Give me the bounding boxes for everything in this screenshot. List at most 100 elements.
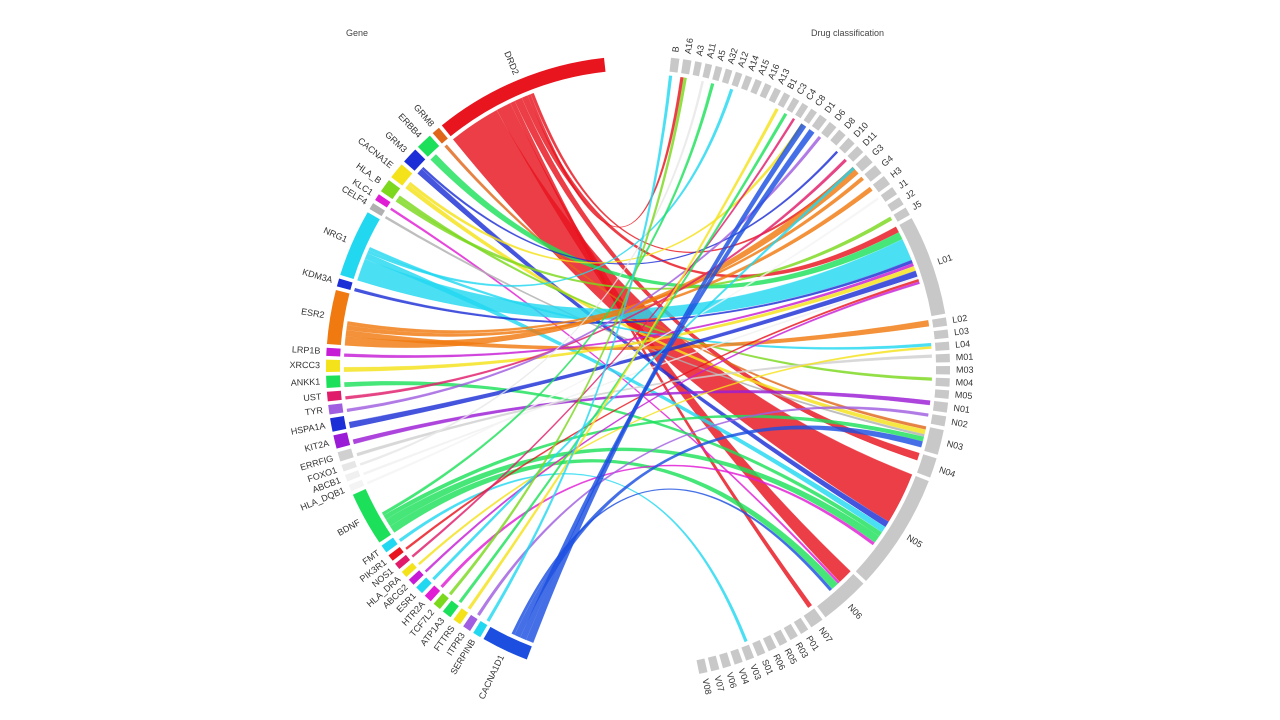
gene-arc-abcg2-27 — [408, 570, 424, 585]
drug-arc-a32-5 — [721, 68, 733, 84]
drug-label-m05-33: M05 — [954, 390, 972, 401]
gene-arc-klc1-6 — [375, 194, 391, 208]
link-lrp1b-to-l01-26 — [344, 262, 915, 358]
gene-arc-serpinb-34 — [473, 621, 488, 638]
gene-arc-grm3-3 — [404, 149, 426, 171]
gene-arc-cacna1d1-35 — [483, 626, 532, 660]
drug-label-a11-3: A11 — [705, 42, 718, 59]
drug-label-a3-2: A3 — [694, 44, 706, 57]
link-hla-b-to-j5-13 — [395, 198, 893, 290]
drug-label-n06-39: N06 — [846, 602, 864, 621]
gene-arc-hla-dra-26 — [401, 562, 417, 577]
link-pik3r1-to-l01-42 — [405, 278, 920, 550]
gene-arc-grm8-1 — [432, 127, 448, 144]
drug-arc-j1-23 — [880, 187, 898, 202]
gene-arc-errfig-18 — [337, 448, 354, 462]
drug-label-n04-37: N04 — [938, 465, 957, 480]
drug-arc-l01-26 — [899, 218, 946, 317]
drug-arc-n07-40 — [803, 608, 823, 628]
link-hspa1a-to-l01-31 — [348, 270, 918, 429]
drug-label-v06-48: V06 — [725, 671, 739, 689]
drug-label-g3-20: G3 — [870, 142, 886, 157]
gene-arc-foxo1-19 — [341, 460, 357, 472]
link-cacna1d1-to-d1-54 — [520, 128, 815, 641]
drug-label-l01-26: L01 — [936, 252, 953, 266]
link-hla-dra-to-l04-44 — [417, 346, 932, 566]
link-grm8-to-n03-7 — [444, 144, 927, 430]
drug-arc-a12-6 — [731, 71, 743, 88]
gene-label-drd2-0: DRD2 — [502, 50, 521, 76]
link-cacna1d1-to-n06-56 — [511, 488, 833, 636]
gene-label-hspa1a-16: HSPA1A — [290, 421, 326, 437]
drug-arc-a13-10 — [768, 87, 781, 104]
drug-arc-a14-7 — [741, 75, 753, 91]
drug-arc-l04-29 — [934, 341, 950, 351]
gene-label-cacna1d1-35: CACNA1D1 — [477, 653, 507, 701]
drug-label-j1-23: J1 — [896, 177, 910, 191]
gene-label-ust-14: UST — [303, 391, 322, 403]
gene-arc-fttrs-32 — [453, 608, 469, 625]
gene-arc-kit2a-17 — [333, 432, 351, 449]
gene-arc-cacna1e-4 — [391, 164, 413, 186]
drug-arc-d1-15 — [811, 114, 827, 131]
drug-label-b1-11: B1 — [785, 76, 799, 90]
drug-label-g4-21: G4 — [879, 153, 895, 168]
link-nrg1-to-n05-18 — [364, 252, 886, 533]
link-tyr-to-d6-30 — [346, 135, 822, 413]
link-hla-dqb1-to-j1-36 — [366, 197, 880, 485]
links-layer — [343, 75, 933, 643]
drug-arc-j5-25 — [893, 207, 910, 222]
link-erbb4-to-l01-8 — [430, 154, 903, 289]
drug-arc-d8-17 — [830, 129, 846, 146]
gene-arc-tyr-15 — [328, 403, 344, 415]
drug-arc-d6-16 — [821, 121, 837, 138]
link-bdnf-to-a5-40 — [381, 83, 715, 516]
drug-label-n07-40: N07 — [817, 625, 835, 644]
drug-arc-d11-19 — [847, 146, 864, 162]
drug-label-a5-4: A5 — [715, 49, 728, 62]
drug-arc-j2-24 — [887, 197, 904, 212]
gene-label-bdnf-22: BDNF — [336, 517, 363, 538]
drug-arc-l03-28 — [933, 329, 949, 340]
link-bdnf-to-n05-38 — [385, 447, 880, 543]
drug-arc-n04-37 — [917, 454, 937, 478]
drug-arc-a16-1 — [681, 59, 692, 75]
drug-arc-a11-3 — [702, 63, 713, 79]
link-esr2-to-g4-25 — [346, 176, 865, 334]
gene-arc-ankk1-13 — [326, 375, 341, 389]
gene-arc-hspa1a-16 — [330, 415, 347, 432]
link-drd2-to-a16-5 — [527, 76, 684, 228]
link-nrg1-to-a12-19 — [367, 88, 734, 287]
gene-arc-nos1-25 — [395, 554, 411, 569]
gene-label-kit2a-17: KIT2A — [303, 438, 330, 454]
drug-arc-p01-41 — [793, 617, 809, 634]
gene-arc-lrp1b-11 — [326, 347, 341, 357]
link-kit2a-to-n01-32 — [352, 390, 931, 445]
drug-arc-a16-9 — [759, 83, 772, 99]
drug-label-n05-38: N05 — [905, 532, 924, 549]
gene-arc-fmt-23 — [381, 537, 398, 553]
link-esr2-to-h3-24 — [346, 186, 873, 337]
drug-arc-g4-21 — [864, 165, 882, 182]
gene-arc-kdm3a-9 — [336, 278, 353, 291]
drug-arc-m03-31 — [935, 366, 950, 375]
gene-label-lrp1b-11: LRP1B — [292, 344, 321, 355]
drug-arc-n01-34 — [932, 401, 949, 413]
drug-label-b-0: B — [670, 46, 681, 53]
gene-label-ankk1-13: ANKK1 — [291, 377, 321, 388]
drug-arc-h3-22 — [872, 175, 891, 193]
drug-label-a32-5: A32 — [725, 47, 739, 65]
drug-label-v04-47: V04 — [736, 667, 751, 685]
link-ust-to-d11-29 — [345, 158, 848, 400]
gene-arc-atp1a3-31 — [442, 600, 459, 618]
drug-label-h3-22: H3 — [888, 165, 903, 180]
drug-label-l03-28: L03 — [953, 326, 969, 338]
gene-arc-pik3r1-24 — [388, 546, 404, 561]
gene-header: Gene — [346, 28, 369, 38]
drug-label-a16-1: A16 — [683, 37, 695, 54]
drug-label-v08-50: V08 — [700, 678, 713, 696]
drug-arc-v03-46 — [741, 644, 755, 661]
drug-label-l04-29: L04 — [955, 339, 971, 350]
link-tcf7l2-to-a16-48 — [448, 77, 687, 596]
